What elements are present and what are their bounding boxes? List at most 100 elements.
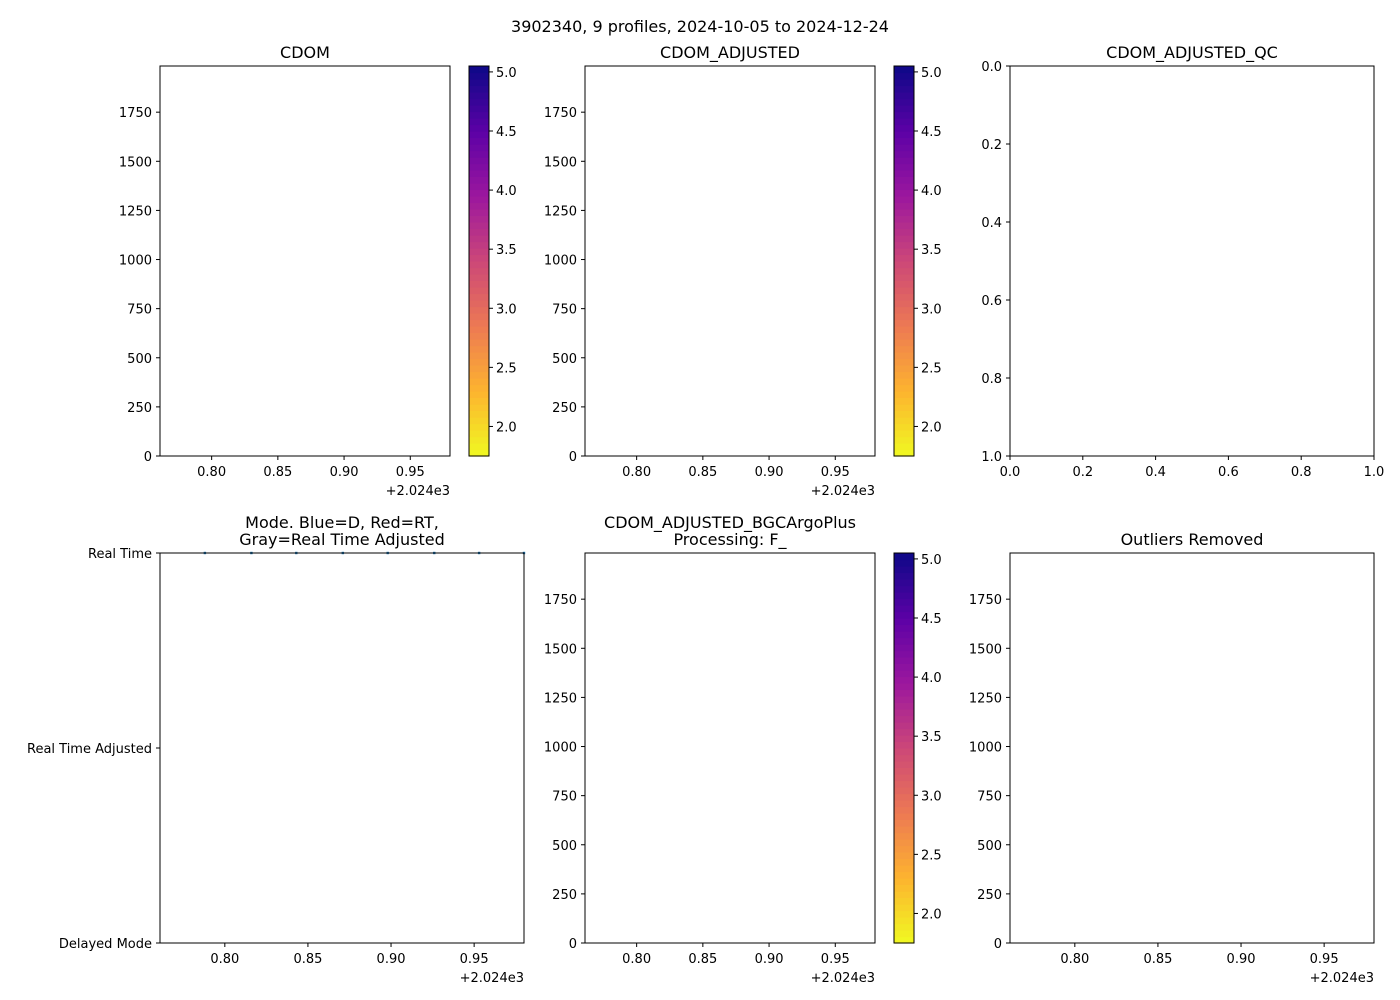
colorbar-segment	[894, 839, 914, 847]
colorbar-segment	[894, 611, 914, 619]
y-tick-label: 1250	[969, 691, 1002, 706]
colorbar-segment	[894, 897, 914, 905]
x-offset-label: +2.024e3	[386, 484, 450, 499]
colorbar-segment	[469, 254, 489, 262]
colorbar-tick-label: 2.0	[921, 907, 942, 922]
x-tick-label: 0.90	[755, 465, 784, 480]
colorbar-segment	[469, 79, 489, 87]
colorbar-segment	[894, 605, 914, 613]
colorbar-segment	[894, 209, 914, 217]
colorbar-segment	[894, 66, 914, 74]
colorbar-segment	[894, 241, 914, 249]
colorbar-segment	[894, 280, 914, 288]
colorbar-segment	[469, 144, 489, 152]
colorbar-segment	[894, 300, 914, 308]
colorbar-segment	[469, 352, 489, 360]
colorbar-segment	[894, 572, 914, 580]
colorbar-segment	[894, 267, 914, 275]
colorbar-segment	[469, 209, 489, 217]
colorbar-segment	[894, 436, 914, 444]
y-tick-label: 500	[127, 352, 152, 367]
colorbar-segment	[469, 449, 489, 457]
x-tick-label: 0.0	[1000, 465, 1021, 480]
y-tick-label: 1500	[544, 155, 577, 170]
colorbar-segment	[894, 378, 914, 386]
colorbar-segment	[894, 644, 914, 652]
colorbar-segment	[469, 111, 489, 119]
y-tick-label: 0.6	[981, 294, 1002, 309]
x-tick-label: 0.90	[377, 952, 406, 967]
x-tick-label: 0.95	[821, 952, 850, 967]
colorbar-segment	[894, 663, 914, 671]
colorbar-tick-label: 3.0	[921, 789, 942, 804]
y-tick-label: 1500	[969, 642, 1002, 657]
colorbar-segment	[894, 904, 914, 912]
colorbar-segment	[469, 443, 489, 451]
colorbar-segment	[894, 397, 914, 405]
colorbar-segment	[894, 774, 914, 782]
x-tick-label: 0.95	[396, 465, 425, 480]
colorbar-segment	[894, 339, 914, 347]
colorbar-segment	[894, 215, 914, 223]
y-tick-label: 1500	[544, 642, 577, 657]
colorbar-segment	[894, 806, 914, 814]
colorbar-segment	[894, 650, 914, 658]
colorbar-tick-label: 4.0	[496, 184, 517, 199]
colorbar-segment	[469, 92, 489, 100]
panel-title: Outliers Removed	[1121, 530, 1264, 549]
y-tick-label: 1250	[544, 691, 577, 706]
colorbar-segment	[894, 728, 914, 736]
colorbar: 2.0 2.5 3.0 3.5 4.0 4.5 5.0	[893, 65, 942, 457]
x-offset-label: +2.024e3	[811, 484, 875, 499]
panel-title: Mode. Blue=D, Red=RT, Gray=Real Time Adju…	[239, 513, 445, 549]
colorbar-segment	[894, 183, 914, 191]
colorbar-segment	[469, 163, 489, 171]
colorbar-segment	[894, 832, 914, 840]
panel-mode: Mode. Blue=D, Red=RT, Gray=Real Time Adju…	[27, 513, 526, 986]
colorbar-segment	[894, 559, 914, 567]
colorbar-segment	[469, 98, 489, 106]
panel-title: CDOM_ADJUSTED	[660, 43, 800, 63]
colorbar-segment	[894, 131, 914, 139]
colorbar-tick-label: 4.0	[921, 184, 942, 199]
x-offset-label: +2.024e3	[460, 971, 524, 986]
colorbar-segment	[894, 118, 914, 126]
colorbar-segment	[894, 293, 914, 301]
colorbar-segment	[469, 410, 489, 418]
panel-title: CDOM_ADJUSTED_BGCArgoPlus Processing: F_	[604, 513, 856, 550]
colorbar-segment	[469, 280, 489, 288]
colorbar-segment	[894, 98, 914, 106]
axes-frame	[159, 552, 525, 944]
x-tick-label: 0.2	[1072, 465, 1093, 480]
colorbar-segment	[894, 813, 914, 821]
colorbar-tick-label: 3.5	[921, 730, 942, 745]
colorbar-segment	[894, 852, 914, 860]
y-tick-label: 1000	[969, 741, 1002, 756]
colorbar-segment	[894, 163, 914, 171]
colorbar-segment	[894, 430, 914, 438]
colorbar-segment	[469, 131, 489, 139]
colorbar-segment	[894, 670, 914, 678]
colorbar-segment	[894, 352, 914, 360]
colorbar-segment	[469, 313, 489, 321]
x-tick-label: 0.85	[293, 952, 322, 967]
colorbar-segment	[894, 274, 914, 282]
colorbar-segment	[894, 189, 914, 197]
colorbar-segment	[894, 254, 914, 262]
colorbar-segment	[894, 124, 914, 132]
colorbar-segment	[469, 137, 489, 145]
colorbar-segment	[894, 878, 914, 886]
y-tick-label: 1000	[119, 254, 152, 269]
y-tick-label: 250	[552, 888, 577, 903]
colorbar-segment	[469, 118, 489, 126]
colorbar-segment	[469, 222, 489, 230]
colorbar-segment	[894, 228, 914, 236]
colorbar-segment	[894, 598, 914, 606]
colorbar-segment	[894, 326, 914, 334]
colorbar-segment	[469, 326, 489, 334]
colorbar-segment	[469, 72, 489, 80]
colorbar-segment	[894, 137, 914, 145]
y-tick-label: 250	[127, 401, 152, 416]
colorbar-segment	[469, 358, 489, 366]
colorbar-segment	[894, 657, 914, 665]
